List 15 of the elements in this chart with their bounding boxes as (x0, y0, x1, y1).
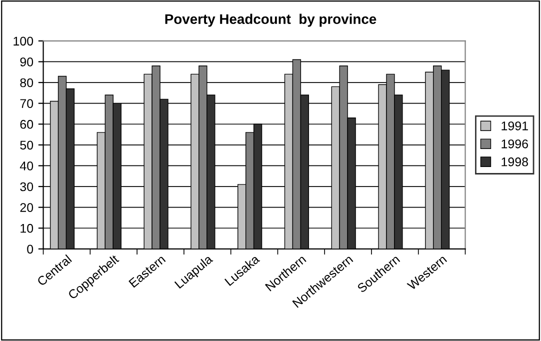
y-tick-label: 40 (20, 162, 34, 170)
y-tick-label: 60 (20, 120, 34, 129)
y-tick-label: 100 (14, 36, 34, 46)
legend-label: 1996 (502, 139, 528, 148)
chart-title: Poverty Headcount by province (165, 14, 376, 27)
y-tick-label: 80 (20, 78, 34, 88)
legend-label: 1991 (502, 121, 528, 130)
y-tick-label: 20 (20, 203, 34, 212)
y-tick-label: 90 (20, 58, 34, 66)
y-tick-label: 70 (20, 99, 34, 108)
y-tick-label: 50 (20, 140, 34, 150)
y-tick-label: 30 (20, 182, 34, 192)
legend-label: 1998 (502, 157, 528, 166)
y-tick-label: 10 (20, 224, 34, 233)
y-tick-label: 0 (27, 244, 34, 254)
